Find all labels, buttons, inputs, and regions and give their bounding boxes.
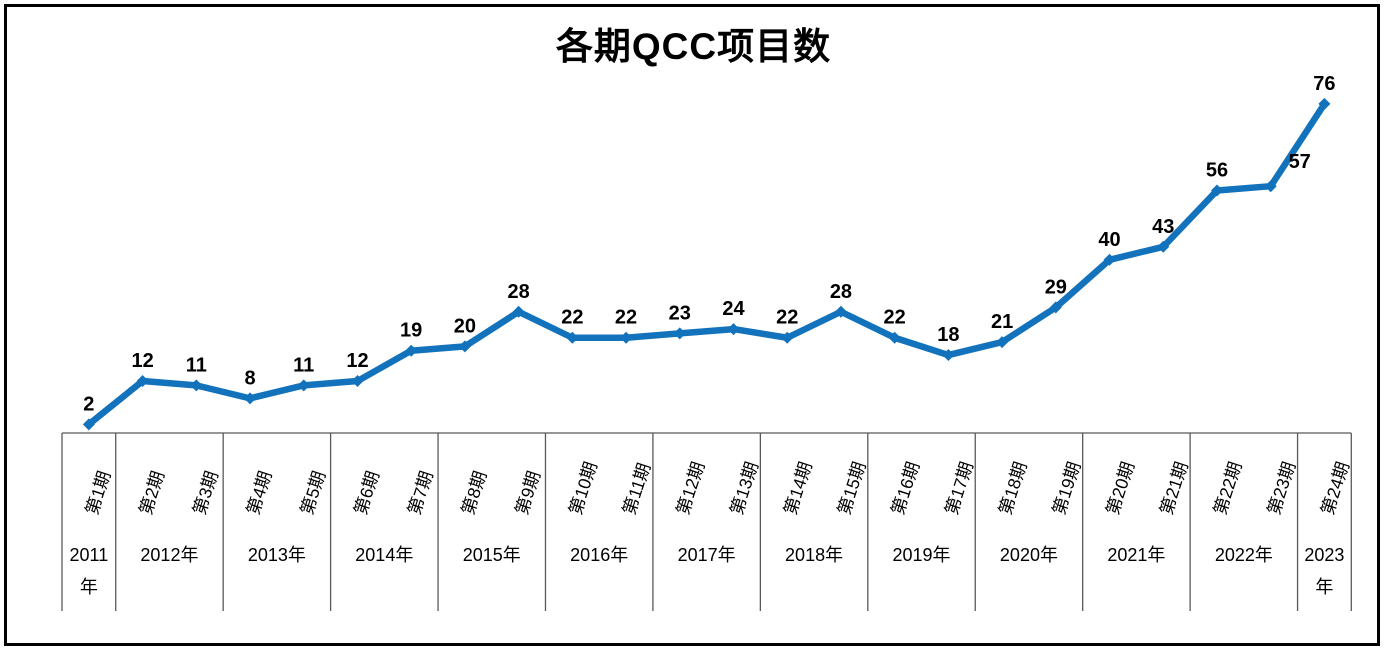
period-tick-label: 第8期 [458,469,491,518]
period-tick-label: 第9期 [511,469,544,518]
year-group-label: 2020年 [1000,545,1058,565]
data-point-marker [297,379,310,392]
year-group-label: 2018年 [785,545,843,565]
data-point-value-label: 28 [830,281,852,303]
year-group-label: 2021年 [1107,545,1165,565]
data-point-value-label: 28 [507,281,529,303]
period-tick-label: 第7期 [404,469,437,518]
data-point-marker [1049,301,1062,314]
data-point-marker [351,375,364,388]
data-point-marker [566,331,579,344]
data-point-value-label: 12 [346,350,368,372]
data-point-marker [512,305,525,318]
data-point-value-label: 56 [1206,160,1228,182]
data-point-value-label: 20 [454,315,476,337]
year-group-label: 2023 年 [1304,545,1344,597]
data-point-marker [1210,184,1223,197]
chart-frame [4,4,1380,646]
data-point-value-label: 24 [722,298,745,320]
data-point-value-label: 11 [186,354,207,376]
period-tick-label: 第11期 [619,460,654,517]
data-point-value-label: 18 [937,324,959,346]
data-point-value-label: 2 [83,393,94,415]
period-tick-label: 第23期 [1263,459,1299,517]
period-tick-label: 第19期 [1049,459,1085,517]
data-point-marker [781,331,794,344]
data-point-value-label: 21 [991,311,1013,333]
data-point-marker [136,375,149,388]
period-tick-label: 第24期 [1317,459,1353,517]
period-tick-label: 第15期 [834,459,870,517]
period-tick-label: 第4期 [243,469,276,518]
period-tick-label: 第18期 [995,459,1031,517]
data-point-marker [834,305,847,318]
data-point-marker [673,327,686,340]
data-point-marker [82,418,95,431]
year-group-label: 2011 年 [70,545,109,597]
data-point-marker [1103,253,1116,266]
data-point-value-label: 22 [561,307,583,329]
period-tick-label: 第20期 [1102,459,1138,517]
data-point-value-label: 23 [669,302,691,324]
period-tick-label: 第14期 [780,459,816,517]
year-group-label: 2014年 [355,545,413,565]
year-group-label: 2019年 [892,545,950,565]
period-tick-label: 第22期 [1210,459,1246,517]
data-point-value-label: 40 [1098,229,1120,251]
data-point-marker [888,331,901,344]
data-point-value-label: 43 [1152,216,1174,238]
period-tick-label: 第12期 [673,459,709,517]
data-point-marker [620,331,633,344]
data-point-value-label: 76 [1313,73,1335,95]
data-point-marker [244,392,257,405]
period-tick-label: 第21期 [1156,459,1192,517]
year-group-label: 2013年 [248,545,306,565]
data-point-marker [942,349,955,362]
period-tick-label: 第13期 [726,459,762,517]
data-point-value-label: 22 [776,307,798,329]
year-group-label: 2012年 [140,545,198,565]
data-point-marker [190,379,203,392]
year-group-label: 2022年 [1215,545,1273,565]
data-point-marker [1264,180,1277,193]
data-point-value-label: 19 [400,320,422,342]
chart-title: 各期QCC项目数 [555,26,832,67]
data-point-marker [996,336,1009,349]
data-point-value-label: 57 [1289,151,1311,173]
series-line [85,100,1328,428]
year-group-label: 2016年 [570,545,628,565]
period-tick-label: 第5期 [297,469,330,518]
data-point-marker [1318,97,1331,110]
period-tick-label: 第16期 [887,459,923,517]
data-point-value-label: 22 [884,307,906,329]
data-point-marker [1157,240,1170,253]
data-point-value-label: 8 [244,367,255,389]
year-group-label: 2015年 [463,545,521,565]
data-point-value-label: 29 [1045,276,1067,298]
period-tick-label: 第17期 [941,459,977,517]
period-tick-label: 第3期 [189,469,222,518]
year-group-label: 2017年 [678,545,736,565]
period-tick-label: 第1期 [82,469,115,518]
data-point-value-label: 11 [293,354,314,376]
data-point-marker [405,344,418,357]
data-point-value-label: 22 [615,307,637,329]
period-tick-label: 第6期 [350,469,383,518]
data-point-marker [727,323,740,336]
data-point-marker [458,340,471,353]
period-tick-label: 第2期 [135,469,168,518]
data-point-value-label: 12 [131,350,153,372]
period-tick-label: 第10期 [565,459,601,517]
